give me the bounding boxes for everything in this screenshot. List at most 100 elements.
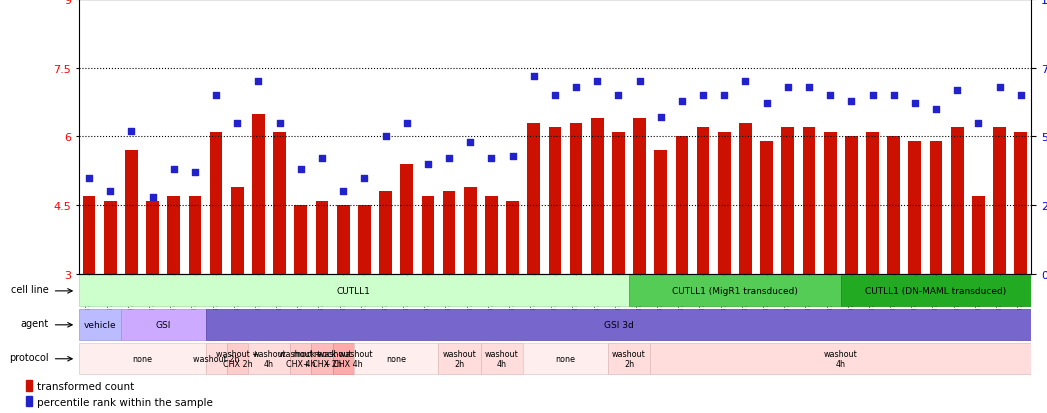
Bar [951,128,963,274]
Bar [79,309,120,341]
Point [377,134,394,140]
Bar [972,197,985,274]
Text: washout
2h: washout 2h [443,349,476,368]
Bar [650,343,1031,375]
Point [588,79,605,85]
Bar [633,119,646,274]
Bar [209,133,223,274]
Bar [252,114,265,274]
Point [652,115,669,121]
Text: GSI: GSI [156,320,171,330]
Point [886,93,903,99]
Text: washout
4h: washout 4h [824,349,857,368]
Bar [612,133,625,274]
Point [864,93,881,99]
Text: washout
4h: washout 4h [485,349,519,368]
Bar [803,128,816,274]
Point [843,98,860,105]
Text: mock washout
+ CHX 4h: mock washout + CHX 4h [314,349,373,368]
Text: washout +
CHX 2h: washout + CHX 2h [216,349,259,368]
Point [124,128,140,135]
Bar [841,275,1031,307]
Point [737,79,754,85]
Point [949,87,965,94]
Bar [608,343,650,375]
Bar [1015,133,1027,274]
Bar [654,151,667,274]
Point [907,101,923,107]
Point [695,93,712,99]
Text: none: none [386,354,406,363]
Bar [79,275,629,307]
Bar [824,133,837,274]
Point [822,93,839,99]
Bar [696,128,710,274]
Point [673,98,690,105]
Bar [79,343,205,375]
Point [992,84,1008,91]
Bar [422,197,435,274]
Point [398,120,415,127]
Point [758,101,775,107]
Text: none: none [556,354,576,363]
Bar [120,309,205,341]
Text: washout 2h: washout 2h [193,354,240,363]
Bar [718,133,731,274]
Point [1012,93,1029,99]
Bar [358,206,371,274]
Bar [528,123,540,274]
Text: CUTLL1 (MigR1 transduced): CUTLL1 (MigR1 transduced) [672,287,798,296]
Point [314,156,331,162]
Bar [290,343,311,375]
Bar [83,197,95,274]
Bar [994,128,1006,274]
Point [716,93,733,99]
Bar [354,343,439,375]
Bar [333,343,354,375]
Bar [205,343,227,375]
Bar [337,206,350,274]
Text: percentile rank within the sample: percentile rank within the sample [37,397,213,407]
Bar [311,343,333,375]
Bar [549,128,561,274]
Text: none: none [132,354,152,363]
Bar [379,192,392,274]
Bar [845,137,857,274]
Point [970,120,986,127]
Point [441,156,458,162]
Point [483,156,499,162]
Point [81,175,97,182]
Point [356,175,373,182]
Bar [439,343,481,375]
Text: GSI 3d: GSI 3d [603,320,633,330]
Bar [294,206,307,274]
Point [144,194,161,201]
Text: agent: agent [21,318,48,328]
Text: transformed count: transformed count [37,381,134,391]
Point [420,161,437,168]
Bar [739,123,752,274]
Text: cell line: cell line [10,285,48,294]
Bar [887,137,900,274]
Text: washout +
CHX 4h: washout + CHX 4h [280,349,322,368]
Bar [188,197,201,274]
Bar [231,188,244,274]
Bar [464,188,476,274]
Point [250,79,267,85]
Point [567,84,584,91]
Bar [629,275,841,307]
Point [207,93,224,99]
Point [505,153,521,159]
Bar [125,151,138,274]
Bar [205,309,1031,341]
Bar [866,133,878,274]
Bar [273,133,286,274]
Point [928,107,944,113]
Point [462,139,478,146]
Bar [147,201,159,274]
Point [335,189,352,195]
Point [292,167,309,173]
Bar [443,192,455,274]
Bar [485,197,497,274]
Bar [570,123,582,274]
